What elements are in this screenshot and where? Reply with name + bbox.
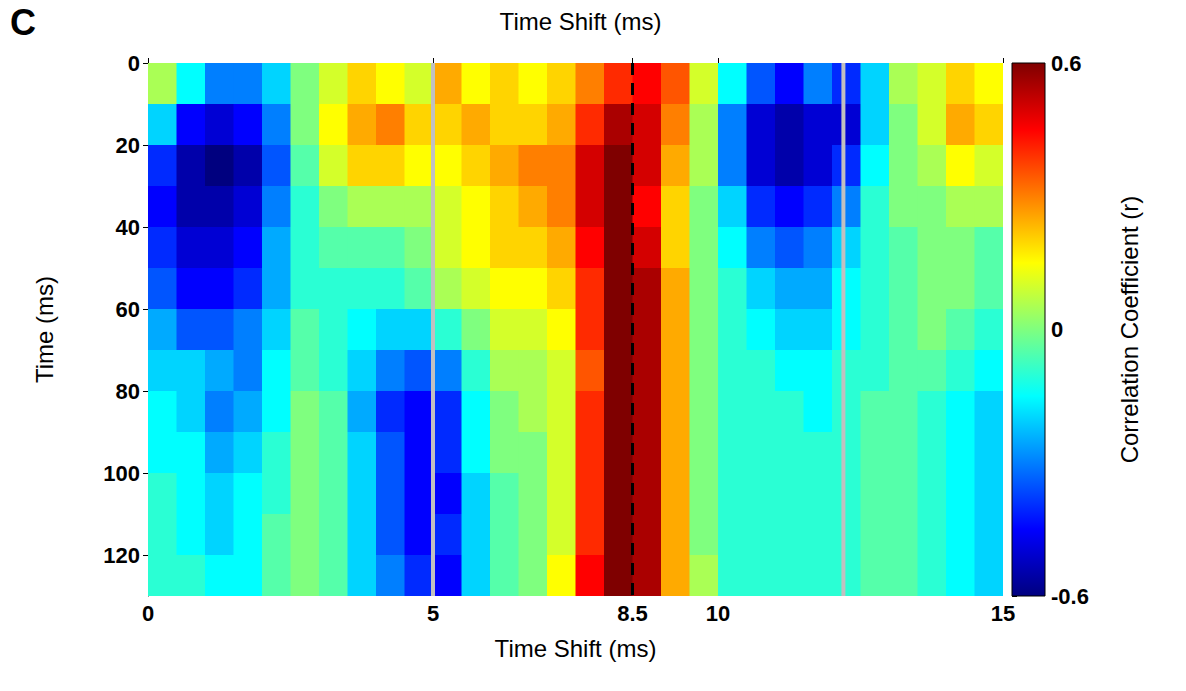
svg-text:Time Shift (ms): Time Shift (ms) bbox=[495, 635, 657, 662]
svg-text:Time Shift (ms): Time Shift (ms) bbox=[500, 8, 662, 35]
svg-text:0: 0 bbox=[1051, 317, 1063, 342]
svg-text:0: 0 bbox=[128, 51, 140, 76]
svg-text:40: 40 bbox=[116, 215, 140, 240]
svg-text:C: C bbox=[10, 2, 36, 43]
svg-text:120: 120 bbox=[103, 543, 140, 568]
svg-text:15: 15 bbox=[991, 601, 1015, 626]
svg-text:8.5: 8.5 bbox=[617, 601, 648, 626]
svg-text:60: 60 bbox=[116, 297, 140, 322]
svg-text:Correlation Coefficient (r): Correlation Coefficient (r) bbox=[1116, 196, 1143, 464]
svg-text:-0.6: -0.6 bbox=[1051, 584, 1089, 609]
svg-text:0.6: 0.6 bbox=[1051, 51, 1082, 76]
svg-text:5: 5 bbox=[427, 601, 439, 626]
svg-text:100: 100 bbox=[103, 461, 140, 486]
svg-text:20: 20 bbox=[116, 133, 140, 158]
svg-text:0: 0 bbox=[142, 601, 154, 626]
svg-text:80: 80 bbox=[116, 379, 140, 404]
svg-text:Time (ms): Time (ms) bbox=[31, 276, 58, 383]
svg-text:10: 10 bbox=[706, 601, 730, 626]
